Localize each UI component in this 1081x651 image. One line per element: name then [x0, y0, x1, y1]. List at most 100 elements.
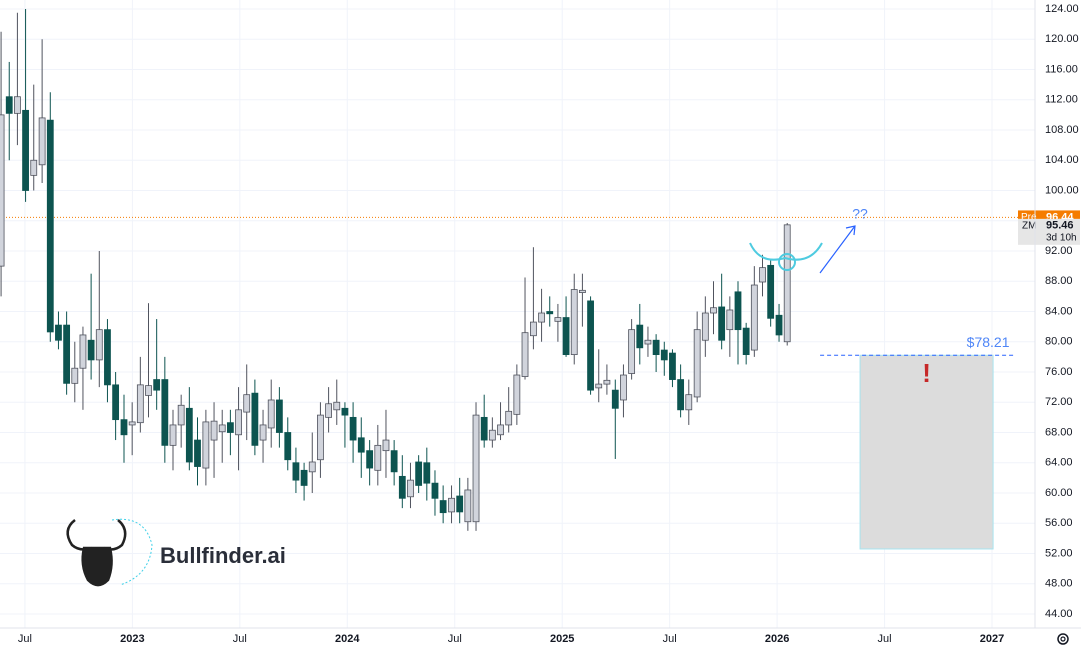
y-tick-label: 56.00 — [1045, 517, 1073, 529]
candle-body — [226, 422, 234, 433]
candle-body — [718, 306, 726, 341]
candle-body — [243, 394, 251, 413]
candle-body — [783, 224, 791, 343]
candle-body — [325, 403, 332, 418]
y-tick-label: 48.00 — [1045, 578, 1073, 590]
target-label: $78.21 — [967, 334, 1010, 350]
candle-body — [521, 332, 529, 377]
y-tick-label: 80.00 — [1045, 336, 1073, 348]
last-price: 95.46 — [1046, 220, 1074, 232]
candle-body — [538, 312, 545, 323]
candle-body — [628, 329, 636, 374]
x-tick-label: Jul — [18, 633, 32, 645]
candle-body — [275, 399, 283, 433]
y-tick-label: 124.00 — [1045, 3, 1079, 15]
candle-body — [390, 450, 398, 473]
candle-body — [398, 475, 406, 499]
x-tick-label: 2026 — [765, 633, 789, 645]
candle-body — [267, 399, 275, 429]
candle-body — [104, 329, 111, 386]
candle-body — [284, 432, 292, 461]
candle-body — [136, 384, 144, 424]
candle-body — [120, 419, 128, 436]
y-tick-label: 116.00 — [1045, 63, 1078, 75]
candle-body — [423, 462, 431, 484]
candle-body — [726, 309, 734, 331]
candle-body — [161, 379, 169, 446]
question-mark: ?? — [852, 206, 868, 222]
candle-body — [644, 339, 652, 345]
candle-body — [87, 339, 95, 361]
candle-body — [456, 495, 464, 513]
candle-body — [349, 416, 357, 441]
candle-body — [63, 324, 71, 384]
candle-body — [374, 444, 382, 471]
candle-body — [570, 289, 578, 356]
y-tick-label: 68.00 — [1045, 426, 1073, 438]
candle-body — [669, 352, 676, 380]
candle-body — [595, 383, 603, 389]
y-tick-label: 88.00 — [1045, 275, 1073, 287]
candle-body — [333, 401, 341, 411]
candle-body — [554, 317, 562, 322]
candle-body — [505, 410, 513, 426]
y-tick-label: 104.00 — [1045, 154, 1079, 166]
brand-name: Bullfinder.ai — [160, 543, 286, 568]
candle-body — [382, 439, 390, 452]
candle-body — [513, 374, 521, 415]
candle-body — [677, 379, 685, 411]
candle-body — [177, 404, 185, 426]
candle-body — [185, 407, 193, 463]
candle-body — [710, 307, 717, 314]
y-tick-label: 60.00 — [1045, 487, 1073, 499]
x-tick-label: Jul — [663, 633, 677, 645]
candle-body — [95, 329, 103, 361]
candle-body — [300, 469, 308, 486]
y-tick-label: 108.00 — [1045, 124, 1079, 136]
candle-body — [701, 312, 709, 341]
candle-body — [128, 421, 136, 426]
candle-body — [546, 311, 554, 315]
candle-body — [292, 462, 300, 481]
ticker-label: ZM — [1022, 220, 1036, 231]
candle-body — [30, 159, 38, 176]
candle-body — [767, 264, 775, 319]
candle-body — [742, 327, 750, 356]
candle-body — [497, 424, 504, 436]
candle-body — [480, 416, 488, 441]
candle-body — [448, 497, 455, 513]
candle-body — [259, 424, 267, 441]
warning-mark: ! — [922, 358, 931, 388]
bull-icon — [749, 242, 823, 271]
premarket-label: Pre — [1021, 212, 1037, 223]
candle-body — [14, 96, 21, 114]
candle-body — [46, 119, 54, 333]
logo — [66, 518, 153, 587]
candle-body — [636, 324, 644, 349]
x-tick-label: 2024 — [335, 633, 360, 645]
y-tick-label: 92.00 — [1045, 245, 1073, 257]
y-tick-label: 72.00 — [1045, 396, 1073, 408]
candle-body — [775, 314, 783, 336]
candle-body — [603, 379, 611, 385]
candle-body — [472, 414, 480, 523]
candle-body — [431, 482, 439, 499]
candle-body — [251, 392, 259, 446]
candle-body — [55, 324, 62, 341]
candle-body — [317, 414, 324, 461]
y-tick-label: 100.00 — [1045, 184, 1079, 196]
candle-body — [464, 489, 472, 523]
candle-body — [620, 374, 627, 401]
candle-body — [530, 321, 537, 337]
x-tick-label: Jul — [878, 633, 892, 645]
candle-body — [22, 109, 29, 191]
candle-body — [202, 421, 210, 469]
candle-body — [79, 334, 87, 369]
candle-body — [439, 500, 447, 514]
arrow — [819, 225, 856, 274]
settings-icon[interactable] — [1057, 633, 1069, 645]
candle-body — [210, 420, 218, 441]
candle-body — [71, 367, 79, 384]
y-tick-label: 84.00 — [1045, 305, 1073, 317]
